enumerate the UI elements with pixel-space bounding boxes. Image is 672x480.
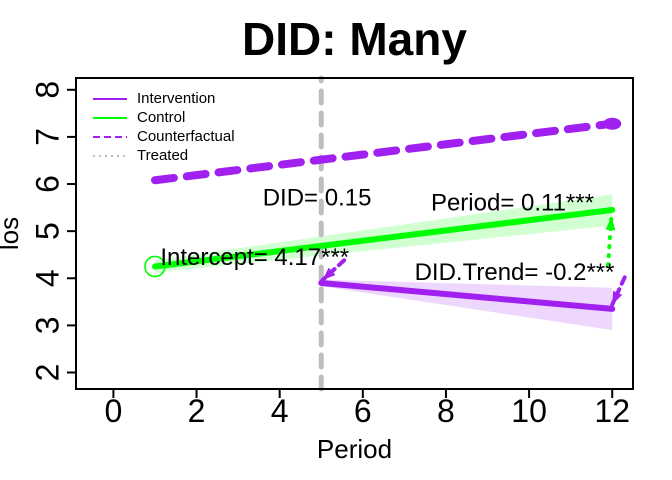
chart-title: DID: Many: [242, 13, 467, 65]
effect-arrowhead-2: [612, 290, 623, 305]
effect-arrowhead-1: [605, 217, 616, 231]
y-tick-label: 2: [29, 364, 65, 382]
x-tick-label: 12: [594, 393, 630, 429]
y-tick-label: 3: [29, 316, 65, 334]
end-marker-counterfactual: [603, 117, 622, 130]
start-marker-control: [144, 255, 166, 278]
plot-border: [75, 77, 634, 390]
series-line-control: [151, 206, 616, 270]
annotation-3: DID.Trend= -0.2***: [415, 259, 615, 286]
x-tick-label: 2: [188, 393, 206, 429]
y-tick-label: 4: [29, 269, 65, 287]
series-line-counterfactual: [150, 119, 617, 185]
y-tick-label: 8: [29, 81, 65, 99]
legend-label-intervention: Intervention: [137, 90, 215, 107]
y-tick-label: 6: [29, 175, 65, 193]
legend-label-treated: Treated: [137, 147, 188, 164]
x-tick-label: 6: [354, 393, 372, 429]
effect-arrowhead-0: [322, 267, 336, 281]
y-axis-label: los: [0, 217, 24, 250]
legend-label-control: Control: [137, 109, 185, 126]
y-tick-label: 5: [29, 222, 65, 240]
annotation-1: Period= 0.11***: [431, 190, 594, 217]
x-axis-label: Period: [317, 434, 392, 464]
x-tick-label: 4: [271, 393, 289, 429]
effect-arrow-1: [606, 215, 614, 268]
series-line-intervention: [318, 279, 616, 312]
legend-label-counterfactual: Counterfactual: [137, 128, 235, 145]
annotation-0: DID= 0.15: [263, 184, 372, 211]
x-tick-label: 0: [105, 393, 123, 429]
x-tick-label: 8: [437, 393, 455, 429]
annotation-2: Intercept= 4.17***: [160, 244, 349, 271]
y-tick-label: 7: [29, 128, 65, 146]
x-tick-label: 10: [511, 393, 547, 429]
